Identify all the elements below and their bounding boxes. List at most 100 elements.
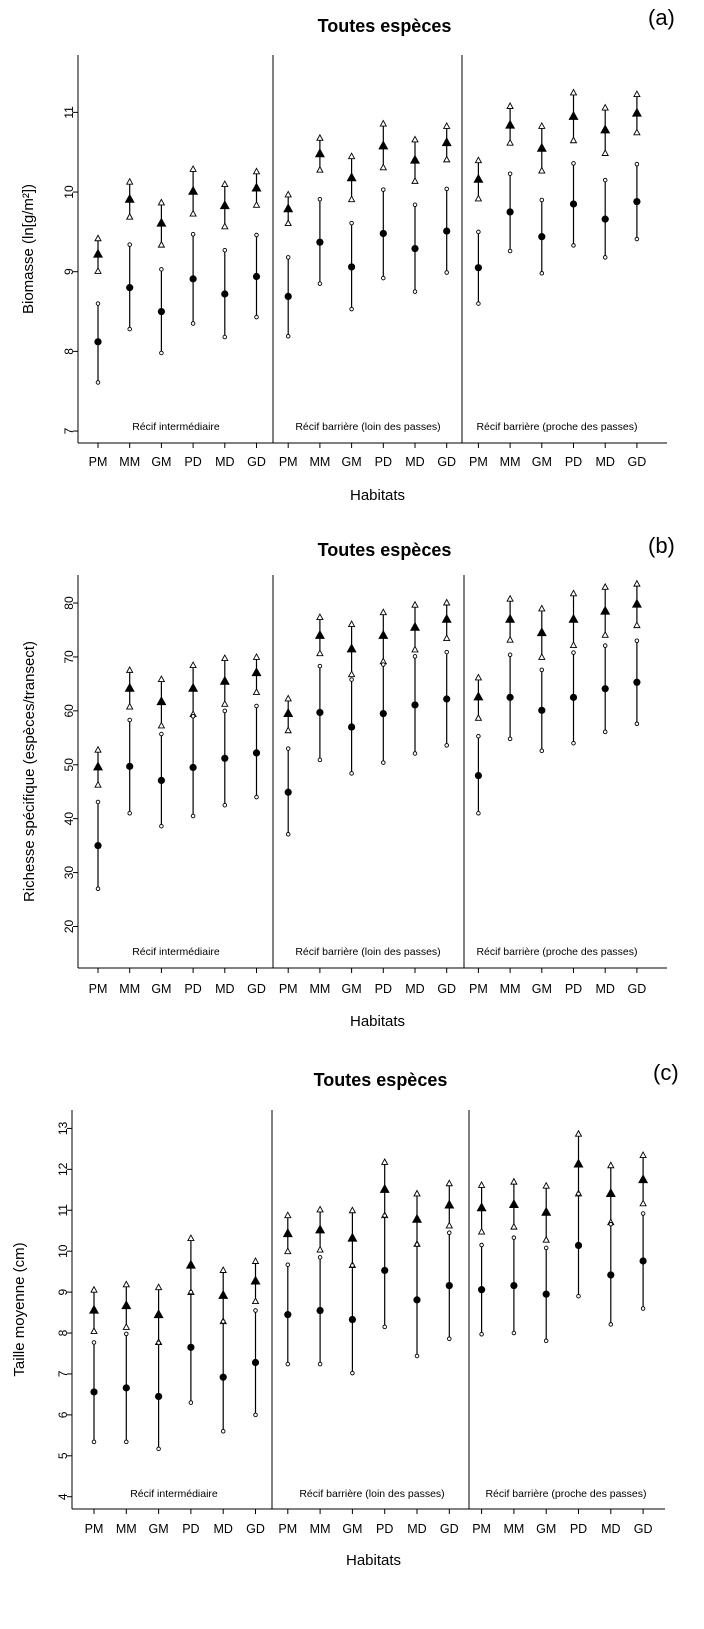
data-point-circle [601, 685, 609, 693]
error-cap [252, 200, 261, 208]
error-cap [445, 1221, 454, 1229]
error-cap [349, 677, 354, 682]
error-cap [539, 667, 545, 673]
y-tick-label: 20 [62, 919, 76, 933]
series-triangle [93, 579, 642, 788]
error-cap [124, 1439, 129, 1445]
data-point-triangle [347, 1232, 358, 1242]
error-cap [122, 1322, 131, 1330]
x-tick-label: MD [215, 455, 234, 469]
error-cap [601, 149, 609, 156]
error-cap [284, 190, 292, 198]
error-cap [412, 202, 418, 208]
error-cap [634, 161, 640, 167]
error-cap [95, 799, 101, 805]
data-point-circle [379, 229, 387, 238]
error-cap [347, 152, 356, 160]
data-point-circle [538, 233, 546, 241]
data-point-triangle [251, 182, 262, 192]
data-point-triangle [93, 761, 103, 771]
data-point-triangle [124, 682, 135, 692]
error-cap [253, 1412, 258, 1418]
error-cap [90, 1327, 98, 1334]
series-triangle [89, 1129, 649, 1345]
error-cap [510, 1177, 518, 1185]
data-point-triangle [314, 629, 325, 639]
data-point-circle [126, 284, 134, 292]
error-cap [317, 757, 323, 763]
data-point-circle [348, 1315, 356, 1324]
data-point-circle [633, 197, 641, 206]
error-cap [95, 380, 101, 385]
error-cap [222, 708, 228, 714]
data-point-circle [155, 1392, 163, 1401]
error-cap [445, 1179, 454, 1187]
error-cap [571, 740, 576, 746]
data-point-circle [538, 706, 546, 714]
data-point-triangle [568, 613, 579, 623]
error-cap [91, 1439, 97, 1445]
error-cap [444, 186, 449, 192]
error-cap [157, 240, 166, 248]
error-cap [411, 600, 419, 608]
error-cap [253, 1308, 258, 1313]
x-tick-label: MD [601, 1522, 620, 1536]
error-cap [190, 321, 196, 326]
data-point-triangle [600, 124, 611, 134]
data-point-triangle [536, 627, 547, 637]
data-point-circle [157, 307, 165, 316]
x-tick-label: PD [375, 982, 392, 996]
error-cap [350, 1263, 355, 1268]
error-cap [542, 1235, 550, 1243]
error-cap [159, 267, 164, 272]
x-tick-label: PD [184, 455, 201, 469]
error-cap [284, 219, 292, 227]
error-cap [543, 1338, 549, 1344]
error-cap [252, 653, 261, 660]
error-cap [251, 1257, 260, 1264]
error-cap [222, 334, 228, 340]
error-cap [380, 1158, 389, 1165]
data-point-circle [252, 272, 261, 281]
error-cap [571, 650, 576, 655]
x-tick-label: PM [85, 1522, 104, 1536]
error-cap [254, 314, 259, 320]
error-cap [316, 613, 324, 620]
error-cap [571, 161, 576, 166]
error-cap [94, 780, 102, 788]
error-cap [634, 638, 640, 644]
error-cap [411, 176, 419, 184]
error-cap [379, 608, 388, 616]
data-point-circle [542, 1290, 550, 1298]
y-axis-label: Taille moyenne (cm) [11, 1242, 28, 1376]
y-tick-label: 60 [62, 704, 76, 718]
data-point-triangle [473, 691, 484, 701]
data-point-triangle [282, 1228, 293, 1238]
x-tick-label: PD [184, 982, 201, 996]
error-cap [125, 212, 134, 220]
error-cap [188, 1400, 194, 1405]
error-cap [317, 1255, 323, 1260]
error-cap [602, 255, 608, 260]
error-cap [157, 675, 166, 682]
error-cap [317, 196, 323, 202]
data-point-triangle [314, 148, 325, 158]
error-cap [601, 582, 609, 590]
error-cap [189, 661, 197, 668]
data-point-circle [187, 1343, 195, 1351]
chart-panel-a: Toutes espèces (a) 7 8 9 10 11 Biomasse (ln[g/m… [20, 5, 675, 504]
error-cap [411, 135, 419, 143]
error-cap [507, 248, 513, 254]
error-cap [379, 119, 388, 127]
data-point-circle [601, 215, 609, 223]
error-cap [159, 823, 164, 829]
data-point-triangle [219, 200, 230, 210]
data-point-triangle [441, 613, 452, 623]
x-tick-label: GD [628, 455, 647, 469]
error-cap [479, 1332, 484, 1337]
error-cap [284, 1211, 292, 1219]
error-cap [187, 1234, 195, 1242]
data-point-triangle [476, 1202, 487, 1212]
error-cap [127, 242, 132, 247]
error-cap [442, 634, 451, 642]
